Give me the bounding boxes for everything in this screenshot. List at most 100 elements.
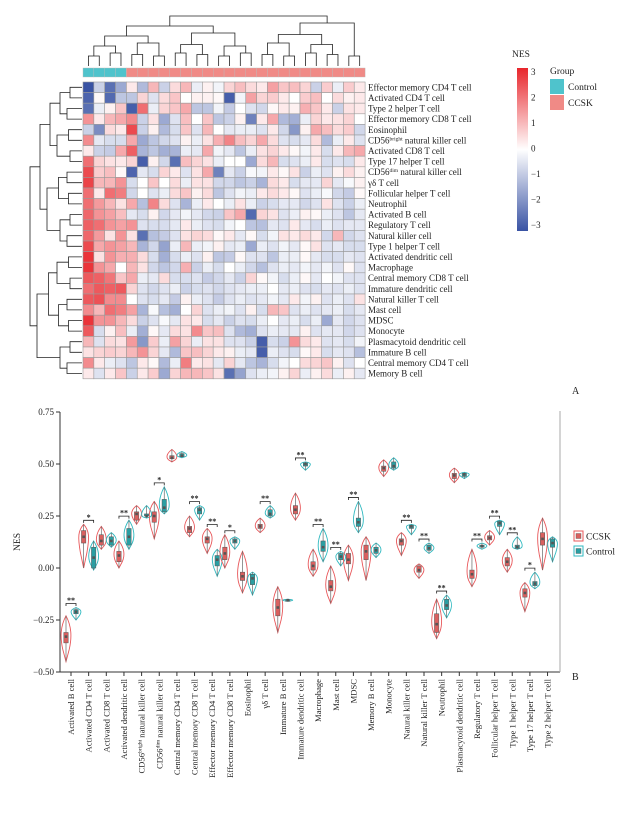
heatmap-cell bbox=[212, 177, 225, 189]
significance-stars: ** bbox=[208, 517, 216, 526]
heatmap-cell bbox=[256, 134, 268, 146]
label-base: CD56 bbox=[368, 167, 390, 177]
heatmap-cell bbox=[353, 208, 366, 221]
heatmap-cell bbox=[321, 81, 333, 93]
heatmap-cell bbox=[353, 314, 366, 327]
heatmap-cell bbox=[212, 134, 225, 146]
violin-median bbox=[74, 610, 78, 613]
row-label: Mast cell bbox=[368, 305, 402, 315]
heatmap-cell bbox=[126, 283, 138, 295]
heatmap-cell bbox=[158, 367, 171, 380]
heatmap-cell bbox=[191, 325, 203, 337]
heatmap-cell bbox=[115, 166, 127, 178]
group-cell-control bbox=[115, 67, 127, 78]
violin-median bbox=[311, 564, 315, 568]
group-legend-label: Control bbox=[568, 83, 597, 93]
heatmap-cell bbox=[82, 198, 95, 210]
heatmap-cell bbox=[321, 357, 333, 369]
heatmap-cell bbox=[245, 261, 257, 274]
heatmap-cell bbox=[93, 240, 105, 252]
x-tick-label: Eosinophil bbox=[243, 678, 253, 716]
heatmap-cell bbox=[169, 283, 181, 295]
heatmap-cell bbox=[288, 293, 301, 305]
violin-median bbox=[470, 572, 474, 576]
heatmap-cell bbox=[321, 102, 333, 115]
heatmap-cell bbox=[136, 251, 149, 263]
heatmap-cell bbox=[104, 230, 116, 242]
dendrogram-branch bbox=[68, 192, 82, 205]
heatmap-cell bbox=[353, 124, 366, 136]
group-cell-control bbox=[82, 67, 95, 78]
violins: *** ******************************* bbox=[60, 448, 558, 676]
heatmap-cell bbox=[245, 134, 257, 146]
heatmap-cell bbox=[310, 251, 323, 263]
significance-bracket bbox=[400, 519, 412, 523]
heatmap-cell bbox=[245, 251, 257, 263]
heatmap-cell bbox=[353, 81, 366, 93]
heatmap-cell bbox=[93, 230, 105, 242]
heatmap-cell bbox=[212, 346, 225, 358]
dendrogram-branch bbox=[69, 277, 82, 290]
heatmap-cell bbox=[158, 251, 171, 263]
heatmap-cell bbox=[321, 198, 333, 210]
heatmap-cell bbox=[332, 208, 344, 221]
heatmap-cell bbox=[223, 134, 236, 146]
violin-median bbox=[533, 582, 537, 585]
heatmap-cell bbox=[245, 283, 257, 295]
violin-median bbox=[286, 598, 290, 602]
heatmap-cell bbox=[353, 134, 366, 146]
heatmap-cell bbox=[299, 145, 312, 157]
heatmap-cell bbox=[277, 187, 290, 199]
heatmap-cell bbox=[310, 92, 323, 104]
heatmap-cell bbox=[353, 240, 366, 252]
heatmap-cell bbox=[212, 272, 225, 284]
heatmap-cell bbox=[169, 81, 181, 93]
heatmap-cell bbox=[169, 240, 181, 252]
heatmap-cell bbox=[136, 134, 149, 146]
heatmap-cell bbox=[353, 198, 366, 210]
dendrogram-branch bbox=[69, 150, 82, 162]
heatmap-cell bbox=[126, 145, 138, 157]
heatmap-cell bbox=[158, 208, 171, 221]
x-tick-label: Plasmacytoid dendritic cell bbox=[454, 678, 464, 772]
heatmap-cell bbox=[267, 166, 279, 178]
heatmap-cell bbox=[321, 240, 333, 252]
heatmap-cell bbox=[169, 336, 181, 348]
violin-median bbox=[135, 512, 138, 516]
heatmap-cell bbox=[321, 251, 333, 263]
violin-median bbox=[505, 560, 509, 564]
violin-legend: CCSK Control bbox=[573, 530, 615, 558]
heatmap-cell bbox=[104, 283, 116, 295]
heatmap-cell bbox=[288, 325, 301, 337]
heatmap-cell bbox=[310, 134, 323, 146]
heatmap-cell bbox=[147, 124, 160, 136]
heatmap-cell bbox=[158, 272, 171, 284]
heatmap-cell bbox=[126, 325, 138, 337]
label-superscript: dim bbox=[155, 739, 161, 748]
heatmap-cell bbox=[277, 134, 290, 146]
heatmap-cell bbox=[277, 272, 290, 284]
heatmap-cell bbox=[202, 219, 214, 231]
heatmap-cell bbox=[82, 102, 95, 115]
heatmap-cell bbox=[332, 293, 344, 305]
heatmap-cell bbox=[256, 240, 268, 252]
nes-color-legend: NES 3 2 1 0 −1 −2 −3 bbox=[512, 50, 541, 231]
heatmap-cell bbox=[93, 177, 105, 189]
dendrogram-branch bbox=[174, 52, 187, 66]
heatmap-cell bbox=[223, 124, 236, 136]
x-tick-label: γδ T cell bbox=[260, 678, 270, 709]
heatmap-cell bbox=[82, 261, 95, 274]
heatmap-cell bbox=[104, 367, 116, 380]
heatmap-cell bbox=[147, 251, 160, 263]
heatmap-cell bbox=[310, 81, 323, 93]
violin-median bbox=[329, 585, 333, 589]
heatmap-cell bbox=[353, 304, 366, 316]
heatmap-cell bbox=[343, 92, 355, 104]
heatmap-cell bbox=[115, 325, 127, 337]
dendrogram-branch bbox=[59, 92, 70, 115]
heatmap-cell bbox=[267, 336, 279, 348]
heatmap-cell bbox=[332, 346, 344, 358]
heatmap-cell bbox=[93, 367, 105, 380]
heatmap-cell bbox=[126, 251, 138, 263]
heatmap-cell bbox=[147, 357, 160, 369]
